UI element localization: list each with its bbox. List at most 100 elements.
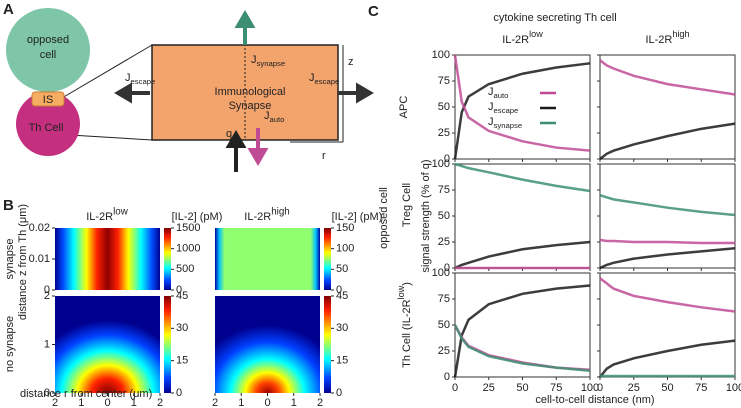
colorbar [324,228,331,290]
y-tick-label: 0 [444,262,450,274]
group-label: opposed cell [378,187,390,249]
zoom-line [69,134,153,141]
axis-label: r [322,150,326,162]
x-tick-label: 75 [550,382,562,394]
column-title-sup: low [113,206,129,217]
x-tick-label: 0 [104,397,110,408]
arrow-q [225,130,247,172]
x-tick-label: 0 [264,397,270,408]
legend-label-sub: escape [494,106,519,115]
x-tick-label: 1 [78,397,84,408]
colorbar-tick-label: 15 [176,355,188,367]
legend-label-sub: synapse [494,121,523,130]
plot-frame [599,163,736,269]
unit-label: [IL-2] (pM) [332,211,383,223]
colorbar-tick-label: 30 [176,322,188,334]
row-label: no synapse [4,316,16,372]
y-tick-label: 75 [438,184,450,196]
panel-a-diagram [6,8,374,172]
y-tick-label: 100 [432,49,450,61]
x-tick-label: 1 [131,397,137,408]
panel-label: B [3,197,14,214]
opposed-cell [6,8,90,92]
synapse-patch [31,91,65,107]
flux-label-sub: synapse [257,59,286,68]
x-tick-label: 100 [726,382,741,394]
y-tick-label: 100 [432,158,450,170]
heatmap [55,296,160,393]
column-title: IL-2Rlow [502,29,543,46]
series-line [453,324,591,373]
cell-label: cell [40,49,57,61]
flux-label-main: J [125,72,131,84]
x-tick-label: 2 [317,397,323,408]
legend-label-sub: auto [494,91,509,100]
series-line [599,277,736,313]
colorbar-tick-label: 0 [176,284,182,296]
row-label-main: Th Cell (IL-2R [401,299,413,368]
x-axis-label: cell-to-cell distance (nm) [535,394,654,406]
y-tick-label: 0.02 [29,222,50,234]
legend-label-main: J [488,86,494,98]
row-label-sup: low [396,285,406,299]
x-tick-label: 0 [597,382,603,394]
colorbar-tick-label: 50 [336,263,348,275]
y-tick-label: 0 [444,371,450,383]
column-title: IL-2Rhigh [645,29,689,46]
series-line [599,122,736,160]
colorbar-tick-label: 1500 [176,222,200,234]
flux-label-sub: escape [315,77,340,86]
y-tick-label: 1 [44,338,50,350]
unit-label: [IL-2] (pM) [172,211,223,223]
box-title: Synapse [229,100,272,112]
y-tick-label: 0.01 [29,253,50,265]
colorbar-tick-label: 1000 [176,243,200,255]
row-label: Treg Cell [401,183,413,227]
series-line [599,339,736,378]
y-tick-label: 0 [444,153,450,165]
x-tick-label: 50 [516,382,528,394]
colorbar-tick-label: 45 [176,290,188,302]
legend-label-main: J [488,101,494,113]
y-tick-label: 75 [438,293,450,305]
arrow-synapse [234,10,256,45]
column-title: IL-2Rlow [86,206,129,223]
flux-label: Jescape [125,72,155,86]
y-tick-label: 100 [432,267,450,279]
x-tick-label: 1 [238,397,244,408]
x-tick-label: 1 [291,397,297,408]
colorbar-tick-label: 0 [336,387,342,399]
colorbar-tick-label: 30 [336,322,348,334]
series-line [599,246,736,270]
series-line [454,240,591,270]
series-line [599,59,736,96]
x-axis-label: distance r from center (μm) [20,388,152,400]
flux-label: q [226,128,232,140]
y-axis-label: distance z from Th (μm) [17,204,29,320]
column-title-main: IL-2R [244,211,271,223]
colorbar [164,296,171,393]
row-label: Th Cell (IL-2Rlow) [396,282,413,368]
flux-label-main: J [251,54,257,66]
y-tick-label: 0 [44,284,50,296]
flux-label-main: J [309,72,315,84]
x-tick-label: 75 [695,382,707,394]
colorbar [164,228,171,290]
flux-label: Jsynapse [251,54,285,68]
th-cell [16,92,80,156]
row-label-tail: ) [401,282,413,286]
row-label: synapse [4,239,16,280]
x-tick-label: 2 [52,397,58,408]
series-line [599,238,735,245]
column-title-main: IL-2R [645,34,672,46]
column-title-main: IL-2R [86,211,113,223]
column-title-main: IL-2R [502,34,529,46]
flux-label: Jauto [264,110,284,124]
series-line [453,62,591,160]
series-line [454,162,591,193]
plot-frame [454,54,591,160]
column-title-sup: high [271,206,290,217]
colorbar-tick-label: 100 [336,243,354,255]
column-title: IL-2Rhigh [244,206,289,223]
colorbar-tick-label: 0 [176,387,182,399]
